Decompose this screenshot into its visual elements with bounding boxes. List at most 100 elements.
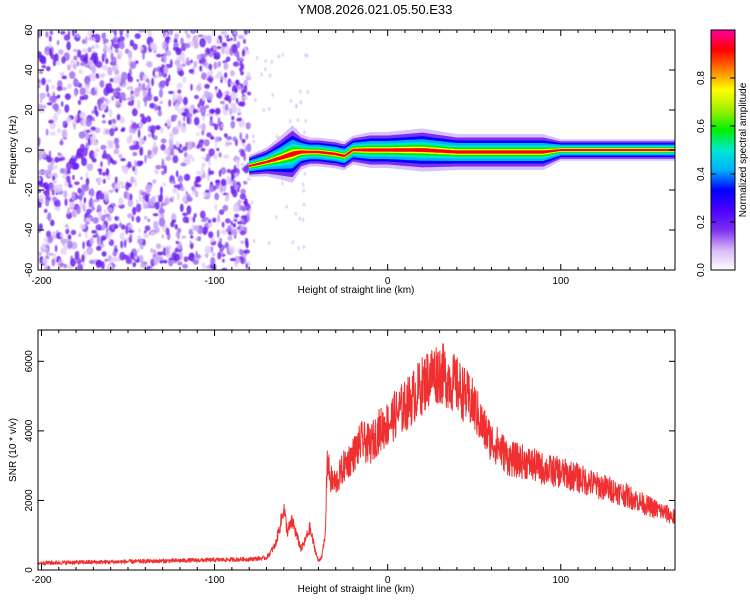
colorbar-tick-label: 0.4 [696,167,707,181]
noise-speckle [264,59,267,63]
noise-speckle [208,148,215,157]
noise-speckle [232,203,239,213]
noise-speckle [209,184,216,193]
noise-speckle [50,219,55,227]
noise-speckle [199,65,203,72]
noise-speckle [110,52,114,60]
noise-speckle [243,85,248,94]
noise-speckle [82,203,86,213]
noise-speckle [281,52,284,57]
y-tick-label: 40 [24,64,35,76]
noise-speckle [289,119,292,123]
noise-speckle [176,191,180,201]
x-tick-label: 100 [552,575,569,586]
noise-speckle [302,188,305,193]
noise-speckle [235,97,239,104]
noise-speckle [113,148,120,155]
noise-speckle [199,106,207,115]
noise-speckle [240,240,244,244]
noise-speckle [275,215,278,220]
noise-speckle [119,80,123,87]
noise-speckle [152,70,156,77]
noise-speckle [66,41,71,51]
noise-speckle [49,30,53,35]
noise-speckle [168,74,171,82]
noise-speckle [221,46,225,55]
noise-speckle [79,224,87,230]
noise-speckle [244,237,249,246]
noise-speckle [119,30,124,33]
noise-speckle [134,33,141,39]
noise-speckle [135,199,139,204]
noise-speckle [136,79,139,82]
noise-speckle [208,63,213,71]
noise-speckle [114,224,119,229]
noise-speckle [197,225,204,235]
noise-speckle [233,36,237,42]
noise-speckle [172,188,178,194]
noise-speckle [97,168,103,172]
noise-speckle [72,48,79,53]
noise-speckle [101,236,107,241]
noise-speckle [135,203,142,213]
noise-speckle [157,256,164,261]
noise-speckle [197,124,203,129]
noise-speckle [71,210,76,217]
noise-speckle [94,55,97,65]
noise-speckle [52,196,58,202]
noise-speckle [50,96,57,104]
noise-speckle [160,214,165,219]
noise-speckle [144,194,150,203]
noise-speckle [107,254,112,263]
noise-speckle [79,87,86,96]
noise-speckle [62,120,66,126]
noise-speckle [152,249,157,255]
noise-speckle [252,238,256,243]
noise-speckle [150,127,154,134]
noise-speckle [105,128,111,135]
noise-speckle [243,249,251,254]
noise-speckle [107,156,111,166]
noise-speckle [197,34,204,38]
noise-speckle [54,53,59,62]
noise-speckle [185,60,192,66]
noise-speckle [193,61,197,69]
noise-speckle [53,253,57,261]
noise-speckle [106,88,113,94]
noise-speckle [195,176,201,183]
noise-speckle [92,217,99,224]
noise-speckle [116,113,121,121]
noise-speckle [175,240,179,245]
noise-speckle [119,251,126,261]
noise-speckle [188,69,194,74]
noise-speckle [147,184,153,188]
noise-speckle [203,139,210,147]
noise-speckle [217,251,222,260]
y-tick-label: 0 [24,147,35,153]
noise-speckle [218,169,222,178]
noise-speckle [205,62,209,69]
noise-speckle [161,80,166,87]
noise-speckle [237,84,242,91]
noise-speckle [176,94,180,99]
noise-speckle [169,30,173,36]
noise-speckle [157,109,162,117]
noise-speckle [111,124,117,129]
noise-speckle [148,88,151,98]
noise-speckle [79,95,85,101]
noise-speckle [38,30,42,39]
noise-speckle [100,161,103,168]
noise-speckle [163,164,167,174]
noise-speckle [191,192,198,196]
noise-speckle [201,162,206,168]
noise-speckle [196,225,199,234]
noise-speckle [93,151,98,158]
noise-speckle [62,238,69,244]
noise-speckle [68,184,73,188]
noise-speckle [87,30,93,37]
noise-speckle [224,72,228,79]
noise-speckle [149,103,155,109]
noise-speckle [60,232,64,238]
noise-speckle [103,44,110,53]
